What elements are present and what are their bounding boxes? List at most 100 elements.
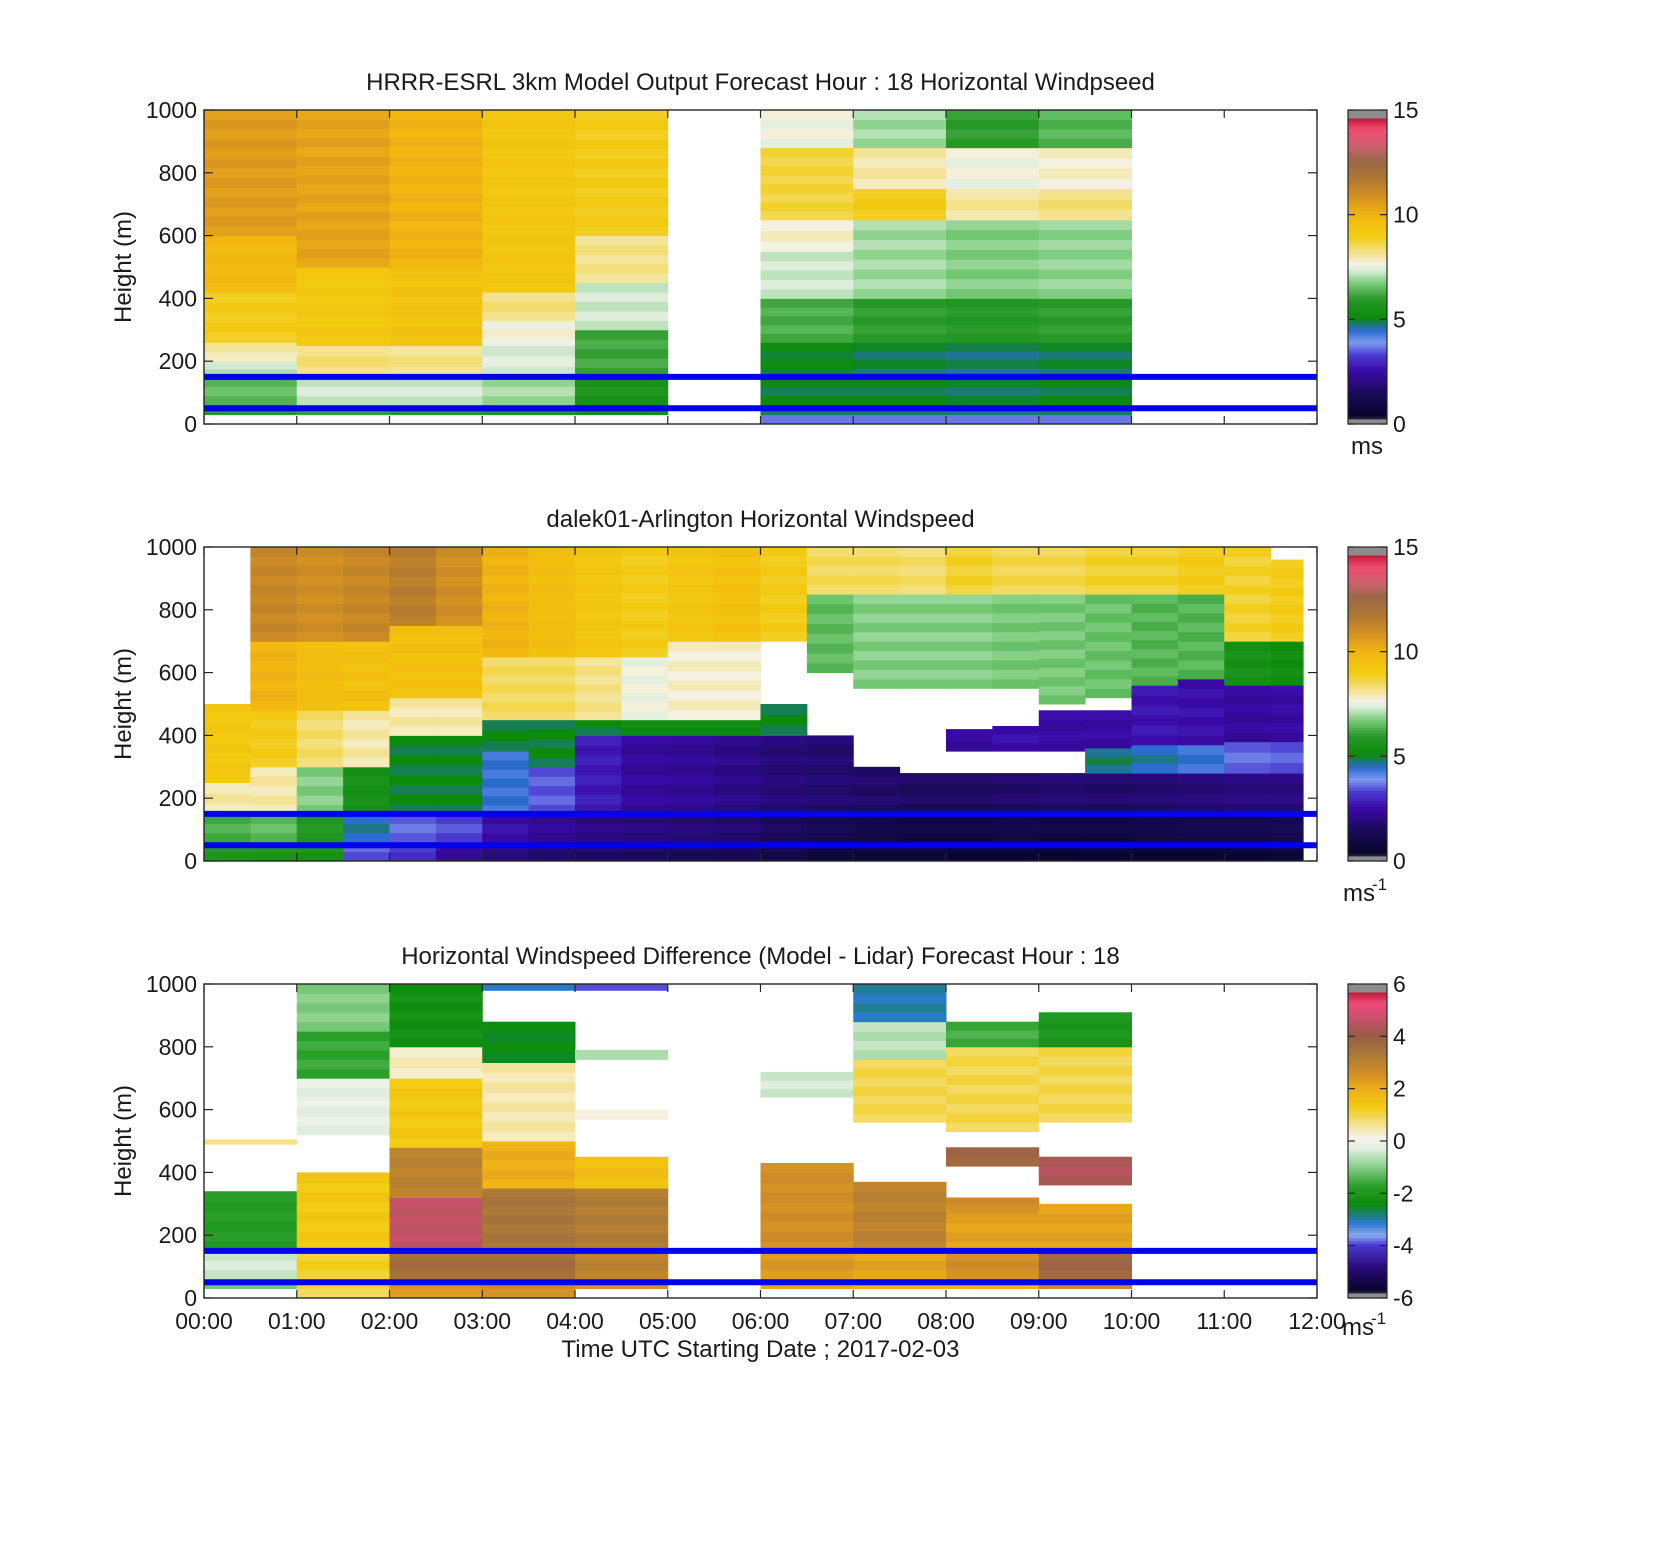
- heatmap-cell: [296, 1021, 390, 1032]
- colorbar-swatch: [1348, 1067, 1387, 1071]
- heatmap-cell: [482, 1260, 576, 1271]
- heatmap-cell: [1038, 803, 1086, 815]
- colorbar-swatch: [1348, 1099, 1387, 1103]
- heatmap-cell: [575, 823, 622, 834]
- heatmap-cell: [389, 156, 483, 166]
- heatmap-cell: [621, 735, 669, 746]
- heatmap-cell: [389, 1127, 483, 1138]
- colorbar-swatch: [1348, 180, 1387, 184]
- heatmap-cell: [760, 794, 808, 805]
- heatmap-cell: [204, 225, 298, 237]
- colorbar-swatch: [1348, 301, 1387, 305]
- heatmap-cell: [760, 110, 854, 120]
- heatmap-cell: [528, 547, 576, 557]
- heatmap-cell: [482, 292, 576, 303]
- heatmap-cell: [575, 263, 669, 274]
- heatmap-cell: [1038, 621, 1086, 632]
- heatmap-cell: [1038, 1065, 1132, 1076]
- colorbar-swatch: [1348, 858, 1387, 862]
- heatmap-cell: [1131, 621, 1179, 632]
- heatmap-cell: [1085, 823, 1132, 834]
- heatmap-cell: [528, 611, 576, 621]
- heatmap-cell: [992, 631, 1040, 642]
- heatmap-cell: [899, 783, 947, 794]
- heatmap-cell: [1085, 584, 1132, 595]
- colorbar-swatch: [1348, 1159, 1387, 1163]
- panel-lidar-title: dalek01-Arlington Horizontal Windspeed: [546, 506, 974, 533]
- heatmap-cell: [1085, 783, 1132, 794]
- colorbar-swatch: [1348, 1023, 1387, 1027]
- colorbar-swatch: [1348, 303, 1387, 307]
- heatmap-cell: [760, 414, 854, 425]
- heatmap-cell: [760, 174, 854, 185]
- panel-difference-cells: [204, 984, 1132, 1299]
- colorbar-swatch: [1348, 1041, 1387, 1045]
- heatmap-cell: [667, 774, 715, 785]
- colorbar-swatch: [1348, 421, 1387, 425]
- heatmap-cell: [853, 575, 901, 586]
- colorbar-swatch: [1348, 607, 1387, 611]
- heatmap-cell: [482, 253, 576, 264]
- heatmap-cell: [482, 186, 576, 197]
- heatmap-cell: [1270, 713, 1304, 724]
- heatmap-cell: [946, 1046, 1040, 1057]
- heatmap-cell: [389, 697, 437, 708]
- heatmap-cell: [389, 267, 483, 278]
- heatmap-cell: [667, 565, 715, 576]
- heatmap-cell: [575, 701, 622, 712]
- heatmap-cell: [621, 701, 669, 712]
- heatmap-cell: [760, 764, 808, 776]
- heatmap-cell: [250, 710, 298, 721]
- heatmap-cell: [1085, 556, 1132, 567]
- heatmap-cell: [296, 1002, 390, 1013]
- colorbar-tick-label: -6: [1393, 1285, 1413, 1311]
- colorbar-swatch: [1348, 1031, 1387, 1035]
- heatmap-cell: [946, 395, 1040, 406]
- heatmap-cell: [806, 652, 854, 664]
- heatmap-cell: [204, 1231, 298, 1242]
- heatmap-cell: [435, 755, 483, 766]
- colorbar-swatch: [1348, 321, 1387, 326]
- heatmap-cell: [1131, 547, 1179, 557]
- heatmap-cell: [389, 395, 483, 406]
- heatmap-cell: [946, 832, 993, 843]
- heatmap-cell: [575, 225, 669, 237]
- heatmap-cell: [482, 620, 530, 630]
- heatmap-cell: [204, 351, 298, 362]
- heatmap-cell: [899, 622, 947, 633]
- heatmap-cell: [853, 1002, 947, 1013]
- heatmap-cell: [343, 641, 390, 652]
- heatmap-cell: [853, 268, 947, 280]
- colorbar-swatch: [1348, 136, 1387, 140]
- heatmap-cell: [204, 245, 298, 255]
- y-tick-label: 800: [159, 597, 197, 623]
- heatmap-cell: [621, 745, 669, 756]
- heatmap-cell: [1224, 851, 1272, 862]
- y-tick-label: 1000: [146, 971, 197, 997]
- colorbar-swatch: [1348, 206, 1387, 211]
- heatmap-cell: [621, 674, 669, 685]
- colorbar-swatch: [1348, 638, 1387, 642]
- colorbar-swatch: [1348, 774, 1387, 778]
- panel-difference-xlabel: Time UTC Starting Date ; 2017-02-03: [562, 1336, 960, 1363]
- heatmap-cell: [1270, 577, 1304, 588]
- colorbar-frame: [1347, 546, 1388, 862]
- heatmap-cell: [204, 206, 298, 217]
- heatmap-cell: [389, 634, 437, 645]
- colorbar-swatch: [1348, 667, 1387, 671]
- heatmap-cell: [389, 813, 437, 824]
- heatmap-cell: [899, 594, 947, 605]
- panel-difference-colorbar-unit: ms: [1342, 1314, 1374, 1341]
- heatmap-cell: [296, 1031, 390, 1042]
- colorbar-swatch: [1348, 400, 1387, 404]
- heatmap-cell: [1038, 694, 1086, 705]
- heatmap-cell: [667, 719, 715, 729]
- heatmap-cell: [204, 1269, 298, 1280]
- heatmap-cell: [296, 1097, 390, 1107]
- heatmap-cell: [296, 813, 344, 824]
- heatmap-cell: [1270, 604, 1304, 615]
- heatmap-cell: [575, 719, 622, 729]
- heatmap-cell: [714, 709, 761, 721]
- colorbar-swatch: [1348, 722, 1387, 726]
- heatmap-cell: [946, 641, 993, 652]
